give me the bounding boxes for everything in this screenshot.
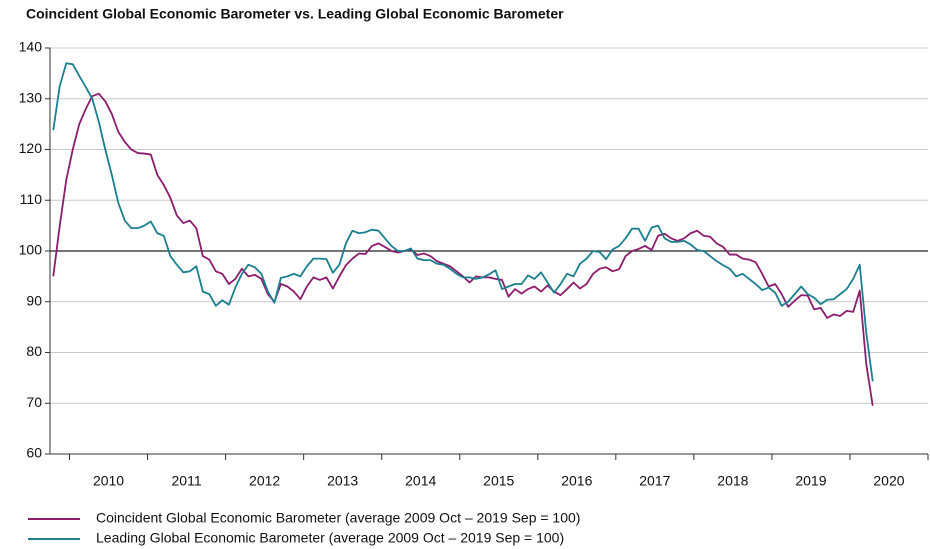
x-tick-label: 2012 <box>249 473 280 489</box>
y-tick-label: 130 <box>19 89 43 105</box>
y-tick-label: 110 <box>20 191 43 207</box>
x-tick-label: 2010 <box>93 473 124 489</box>
y-tick-label: 70 <box>26 394 42 410</box>
y-tick-label: 120 <box>19 140 43 156</box>
x-tick-label: 2017 <box>639 473 670 489</box>
legend-label: Coincident Global Economic Barometer (av… <box>96 510 580 526</box>
y-tick-label: 80 <box>26 343 42 359</box>
x-tick-label: 2013 <box>327 473 358 489</box>
chart-title: Coincident Global Economic Barometer vs.… <box>26 6 564 22</box>
x-tick-label: 2020 <box>873 473 904 489</box>
x-tick-label: 2015 <box>483 473 514 489</box>
y-tick-label: 140 <box>19 39 43 55</box>
y-tick-label: 90 <box>26 292 42 308</box>
y-tick-label: 100 <box>19 242 43 258</box>
x-tick-label: 2016 <box>561 473 592 489</box>
x-tick-label: 2011 <box>172 473 202 489</box>
y-tick-label: 60 <box>26 445 42 461</box>
x-tick-label: 2019 <box>795 473 826 489</box>
legend-label: Leading Global Economic Barometer (avera… <box>96 530 564 546</box>
x-tick-label: 2018 <box>717 473 748 489</box>
x-tick-label: 2014 <box>405 473 436 489</box>
series-line <box>52 92 874 406</box>
series-line <box>52 62 874 382</box>
